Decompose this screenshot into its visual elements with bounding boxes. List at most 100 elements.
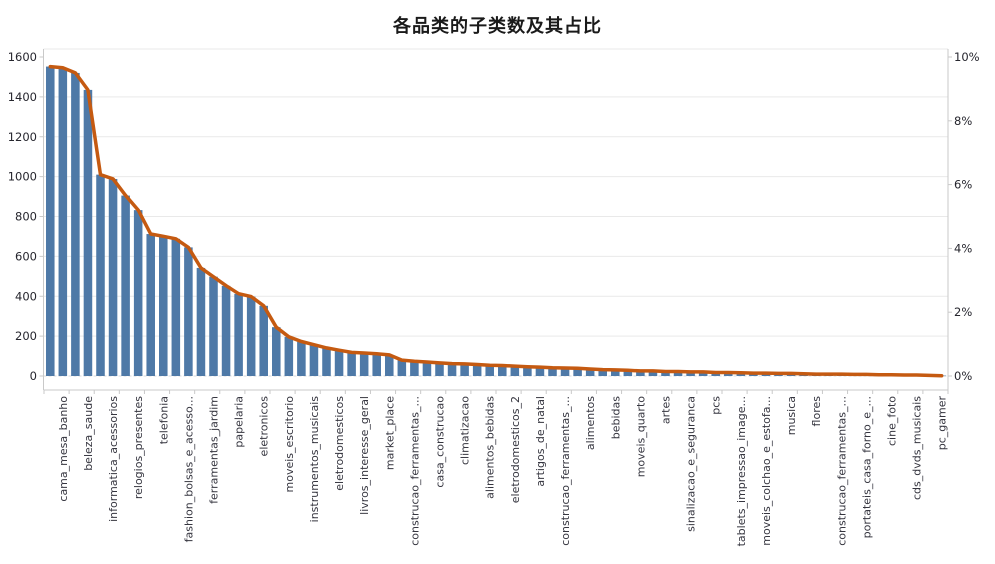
bar (372, 353, 381, 376)
x-axis-label: moveis_colchao_e_estofa... (760, 396, 773, 546)
chart-title: 各品类的子类数及其占比 (393, 16, 602, 36)
bar (510, 366, 520, 376)
bar (498, 365, 507, 376)
bar (108, 179, 118, 376)
bar (585, 369, 595, 376)
x-axis-label: musica (785, 396, 798, 435)
bar (698, 372, 708, 376)
bar (146, 234, 155, 376)
x-axis-label: tablets_impressao_image... (735, 396, 748, 546)
bar (184, 247, 193, 376)
x-axis-label: sinalizacao_e_seguranca (685, 396, 698, 532)
x-axis-label: alimentos_bebidas (484, 396, 497, 499)
bar (58, 67, 68, 376)
x-axis-label: cama_mesa_banho (57, 396, 70, 502)
x-axis-label: eletronicos (258, 396, 271, 457)
bar (598, 369, 607, 376)
y-axis-label: 1000 (8, 170, 37, 184)
x-axis-label: casa_construcao (434, 396, 447, 488)
bar (121, 195, 130, 376)
x-axis-label: bebidas (609, 396, 622, 440)
pct-axis-label: 8% (954, 114, 972, 128)
y-axis-label: 1200 (8, 130, 37, 144)
x-axis-label: fashion_bolsas_e_acesso... (182, 396, 195, 542)
bar (159, 236, 168, 376)
bar (284, 336, 294, 376)
bar (209, 276, 218, 376)
bar (171, 238, 181, 376)
bar (71, 72, 80, 376)
bar (96, 174, 105, 376)
bar (661, 371, 670, 376)
bar (359, 353, 369, 376)
bar (410, 361, 419, 376)
bar (259, 305, 268, 376)
y-axis-label: 400 (15, 289, 37, 303)
pareto-line (48, 64, 944, 378)
bar (447, 363, 457, 376)
bar (485, 365, 494, 376)
bar (347, 352, 356, 376)
y-axis-label: 1400 (8, 90, 37, 104)
x-axis-label: eletrodomesticos_2 (509, 396, 522, 503)
bar (422, 362, 432, 376)
bar (460, 364, 469, 376)
bar (334, 350, 344, 376)
bar (623, 370, 633, 376)
bar (523, 366, 532, 376)
bar (133, 210, 143, 376)
x-axis-label: construcao_ferramentas_... (835, 396, 848, 546)
bar (435, 362, 444, 376)
x-axis-label: instrumentos_musicais (308, 396, 321, 523)
bar (648, 371, 658, 376)
bar (472, 364, 482, 376)
x-axis-label: portateis_casa_forno_e_... (860, 396, 873, 538)
bar (83, 89, 93, 377)
pct-axis-label: 6% (954, 178, 972, 192)
y-axis-label: 800 (15, 210, 37, 224)
bar (636, 370, 645, 376)
bar (611, 370, 620, 376)
x-axis-label: eletrodomesticos (333, 396, 346, 491)
pct-axis-label: 10% (954, 50, 980, 64)
bar (397, 360, 407, 376)
bar (560, 368, 570, 376)
x-axis-label: beleza_saude (82, 396, 95, 471)
x-axis-label: relogios_presentes (132, 396, 145, 499)
x-axis-label: market_place (383, 396, 396, 470)
bar (309, 344, 319, 376)
bar (322, 348, 331, 376)
y-axis-label: 200 (15, 329, 37, 343)
x-axis-label: informatica_acessorios (107, 396, 120, 522)
bar (673, 371, 683, 376)
x-axis-label: artigos_de_natal (534, 396, 547, 487)
x-axis-label: moveis_quarto (634, 396, 647, 478)
bar (234, 293, 243, 376)
pct-axis-label: 0% (954, 369, 972, 383)
x-axis-label: moveis_escritorio (283, 396, 296, 493)
pct-axis-label: 2% (954, 305, 972, 319)
pct-axis-label: 4% (954, 241, 972, 255)
bar (272, 327, 281, 376)
x-axis-label: flores (810, 396, 823, 427)
x-axis-label: alimentos (584, 396, 597, 450)
x-axis-label: cds_dvds_musicais (911, 396, 924, 500)
y-axis-label: 600 (15, 249, 37, 263)
x-axis-label: papelaria (233, 396, 246, 448)
y-axis-label: 0 (30, 369, 37, 383)
bar (196, 267, 206, 376)
x-axis-label: pcs (710, 396, 723, 415)
bar (46, 66, 55, 376)
bar (221, 285, 231, 376)
bar (297, 341, 306, 376)
x-axis-label: pc_gamer (936, 396, 949, 451)
bar (724, 372, 733, 376)
x-axis-label: artes (660, 396, 673, 424)
y-axis-label: 1600 (8, 50, 37, 64)
x-axis-label: livros_interesse_geral (358, 396, 371, 515)
x-axis-label: construcao_ferramentas_... (559, 396, 572, 546)
bar (548, 367, 557, 376)
bar (535, 367, 545, 376)
